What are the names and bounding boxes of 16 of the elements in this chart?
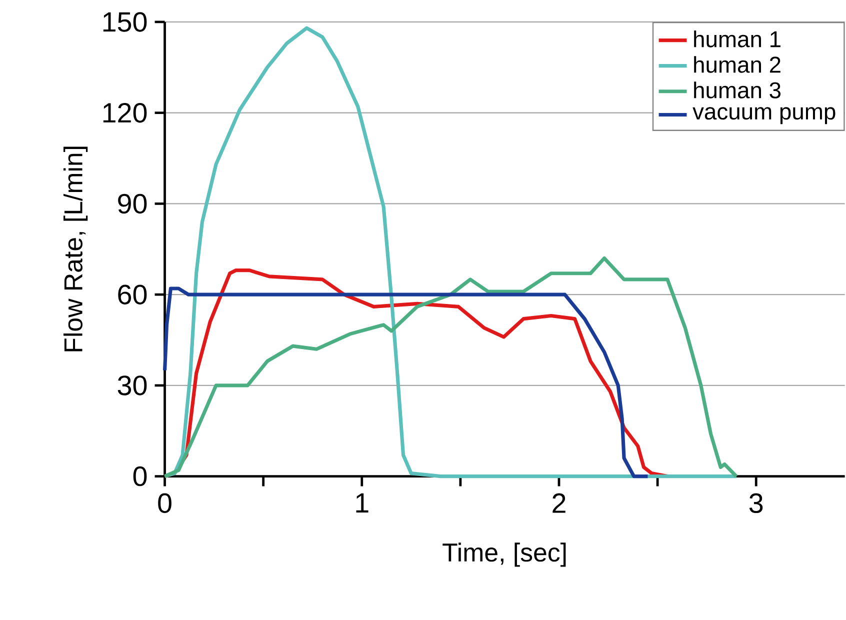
x-tick-label: 3 bbox=[749, 493, 763, 514]
legend-label: vacuum pump bbox=[692, 107, 836, 124]
y-tick-label: 120 bbox=[103, 102, 147, 123]
legend-label: human 1 bbox=[694, 30, 780, 48]
y-tick-label: 90 bbox=[118, 194, 147, 214]
y-tick-label: 30 bbox=[118, 376, 147, 396]
x-tick-label: 0 bbox=[158, 493, 172, 514]
legend-label: human 2 bbox=[694, 56, 780, 73]
x-axis-title: Time, [sec] bbox=[442, 542, 566, 567]
y-tick-label: 60 bbox=[118, 284, 147, 304]
x-tick-label: 1 bbox=[356, 493, 368, 512]
y-tick-label: 0 bbox=[133, 466, 147, 486]
y-axis-title: Flow Rate, [L/min] bbox=[63, 146, 88, 352]
x-tick-label: 2 bbox=[552, 493, 566, 513]
y-tick-label: 150 bbox=[103, 12, 147, 32]
legend-label: human 3 bbox=[694, 82, 781, 98]
